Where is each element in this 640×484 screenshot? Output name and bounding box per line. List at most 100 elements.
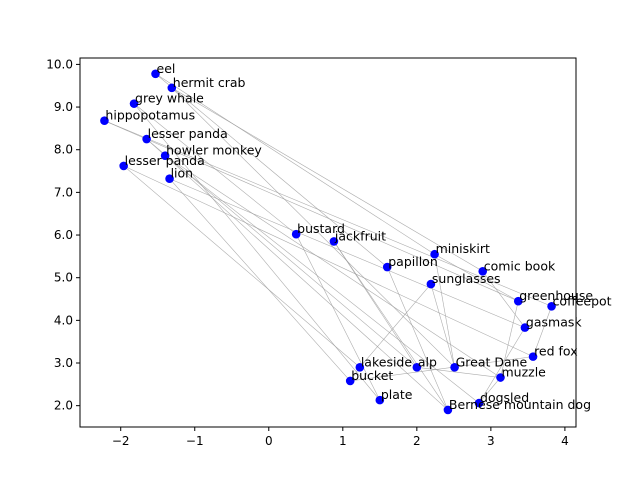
- data-point-20: [450, 362, 459, 372]
- point-label-3: hippopotamus: [105, 108, 195, 123]
- data-point-9: [329, 237, 339, 246]
- data-point-7: [165, 174, 174, 184]
- y-tick-label-0: 2.0: [54, 399, 73, 413]
- edge-line-18: [333, 241, 449, 411]
- point-label-25: Bernese mountain dog: [449, 397, 591, 412]
- point-label-18: lakeside: [361, 354, 413, 369]
- edge-line-10: [164, 155, 501, 378]
- point-label-15: coffeepot: [553, 293, 612, 308]
- point-label-9: jackfruit: [334, 228, 386, 243]
- point-label-22: bucket: [351, 368, 393, 383]
- edge-line-3: [171, 87, 455, 368]
- y-tick-label-7: 9.0: [54, 100, 73, 114]
- edge-line-8: [146, 138, 449, 411]
- data-point-1: [167, 83, 177, 93]
- point-label-7: lion: [171, 166, 194, 181]
- edge-line-23: [359, 283, 432, 368]
- point-label-17: red fox: [534, 344, 578, 359]
- data-point-17: [528, 352, 538, 361]
- data-point-21: [496, 373, 505, 382]
- data-point-15: [547, 301, 556, 311]
- x-tick-label-0: −2: [112, 434, 130, 448]
- point-label-19: alp: [418, 354, 437, 369]
- axis-ticks-layer: −2 −1 0 1 2 3 4 2.0 3.0 4.0 5.0 6.0 7.0 8.0 9.0 10.0: [46, 57, 568, 448]
- edge-line-30: [416, 366, 501, 378]
- point-label-5: howler monkey: [166, 143, 262, 158]
- point-label-6: lesser panda: [125, 153, 205, 168]
- y-tick-label-8: 10.0: [46, 57, 73, 71]
- edge-line-27: [478, 327, 526, 404]
- y-tick-label-4: 6.0: [54, 228, 73, 242]
- point-label-13: sunglasses: [432, 271, 501, 286]
- point-label-11: comic book: [484, 258, 556, 273]
- y-tick-label-1: 3.0: [54, 356, 73, 370]
- point-label-16: gasmask: [526, 315, 582, 330]
- y-tick-label-6: 8.0: [54, 143, 73, 157]
- edge-line-11: [164, 155, 480, 404]
- edge-line-25: [500, 301, 519, 378]
- x-tick-label-6: 4: [561, 434, 569, 448]
- data-point-2: [129, 99, 139, 108]
- data-point-6: [119, 161, 128, 171]
- edge-line-28: [350, 356, 534, 382]
- edge-line-1: [155, 73, 435, 255]
- data-point-13: [426, 279, 436, 289]
- y-tick-label-3: 5.0: [54, 271, 73, 285]
- x-tick-label-3: 1: [339, 434, 347, 448]
- point-label-12: papillon: [388, 254, 438, 269]
- point-label-1: hermit crab: [173, 75, 246, 90]
- edge-line-15: [169, 178, 351, 382]
- point-label-23: plate: [381, 387, 413, 402]
- point-label-21: muzzle: [501, 365, 546, 380]
- plot-area-frame: [79, 57, 577, 428]
- edge-line-16: [295, 234, 381, 401]
- edge-line-13: [123, 165, 361, 368]
- x-tick-label-4: 2: [413, 434, 421, 448]
- data-point-5: [160, 151, 170, 160]
- data-point-0: [151, 69, 160, 79]
- edge-line-26: [532, 306, 552, 357]
- data-point-16: [520, 323, 530, 332]
- edge-line-22: [386, 266, 449, 411]
- y-tick-label-5: 7.0: [54, 185, 73, 199]
- edge-line-7: [104, 120, 519, 302]
- edge-line-24: [430, 284, 455, 368]
- point-label-4: lesser panda: [148, 126, 228, 141]
- data-point-3: [100, 116, 109, 126]
- edge-line-9: [146, 138, 418, 368]
- edge-line-31: [478, 377, 501, 404]
- edge-line-21: [482, 271, 526, 328]
- edge-line-2: [171, 87, 483, 272]
- point-label-8: bustard: [297, 221, 345, 236]
- data-point-10: [430, 249, 439, 259]
- data-point-24: [474, 398, 484, 408]
- edge-line-4: [133, 103, 381, 401]
- edge-line-12: [123, 165, 534, 357]
- points-layer: [100, 69, 556, 415]
- data-point-18: [355, 362, 365, 372]
- data-point-25: [443, 405, 453, 415]
- edge-line-0: [155, 73, 388, 268]
- point-label-10: miniskirt: [436, 241, 490, 256]
- data-point-22: [345, 376, 355, 386]
- data-point-4: [142, 134, 151, 144]
- edge-line-19: [434, 254, 455, 368]
- x-tick-label-5: 3: [487, 434, 495, 448]
- data-point-23: [375, 395, 385, 405]
- point-label-20: Great Dane: [456, 354, 528, 369]
- x-tick-label-1: −1: [186, 434, 204, 448]
- data-point-12: [382, 262, 392, 272]
- point-label-2: grey whale: [135, 91, 204, 106]
- edge-line-6: [104, 120, 552, 307]
- x-tick-label-2: 0: [265, 434, 273, 448]
- point-label-0: eel: [157, 61, 176, 76]
- data-point-19: [412, 362, 422, 372]
- edge-line-17: [333, 241, 418, 368]
- data-point-11: [478, 266, 488, 276]
- edges-layer: [104, 73, 552, 411]
- point-label-24: dogsled: [480, 390, 529, 405]
- point-label-14: greenhouse: [519, 288, 593, 303]
